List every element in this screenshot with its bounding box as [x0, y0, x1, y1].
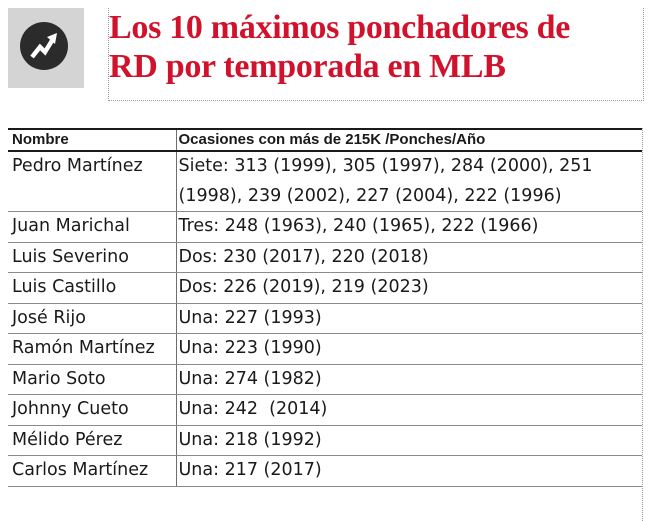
table-row: Juan Marichal Tres: 248 (1963), 240 (196…	[8, 211, 642, 243]
player-occasions: Una: 218 (1992)	[175, 425, 642, 456]
player-name: Pedro Martínez	[8, 151, 176, 212]
player-occasions: Una: 227 (1993)	[175, 303, 642, 334]
table-header-row: Nombre Ocasiones con más de 215K /Ponche…	[8, 128, 642, 152]
logo-badge	[8, 8, 84, 88]
table-row: Luis Severino Dos: 230 (2017), 220 (2018…	[8, 242, 642, 273]
player-name: Mélido Pérez	[8, 425, 176, 456]
table-row: Pedro Martínez Siete: 313 (1999), 305 (1…	[8, 151, 642, 212]
player-occasions: Tres: 248 (1963), 240 (1965), 222 (1966)	[175, 211, 642, 243]
table-row: Johnny Cueto Una: 242 (2014)	[8, 394, 642, 426]
player-name: Luis Castillo	[8, 272, 176, 304]
table-row: Luis Castillo Dos: 226 (2019), 219 (2023…	[8, 272, 642, 304]
player-occasions: Dos: 226 (2019), 219 (2023)	[175, 272, 642, 304]
player-occasions: Una: 223 (1990)	[175, 333, 642, 365]
table-row: Ramón Martínez Una: 223 (1990)	[8, 333, 642, 365]
strikeout-table: Nombre Ocasiones con más de 215K /Ponche…	[8, 128, 642, 487]
logo-circle	[20, 22, 68, 70]
player-occasions: Una: 274 (1982)	[175, 364, 642, 395]
player-name: Juan Marichal	[8, 211, 176, 243]
title-box: Los 10 máximos ponchadores de RD por tem…	[108, 8, 644, 101]
column-header-name: Nombre	[8, 128, 176, 152]
player-occasions: Una: 217 (2017)	[175, 455, 642, 487]
table-row: Carlos Martínez Una: 217 (2017)	[8, 455, 642, 487]
player-name: Carlos Martínez	[8, 455, 176, 487]
player-name: Johnny Cueto	[8, 394, 176, 426]
page-title: Los 10 máximos ponchadores de RD por tem…	[109, 8, 570, 86]
title-line-1: Los 10 máximos ponchadores de	[109, 9, 571, 46]
player-name: Ramón Martínez	[8, 333, 176, 365]
player-name: Mario Soto	[8, 364, 176, 395]
table-row: Mario Soto Una: 274 (1982)	[8, 364, 642, 395]
table-frame: Nombre Ocasiones con más de 215K /Ponche…	[8, 128, 643, 521]
title-line-2: RD por temporada en MLB	[109, 48, 506, 85]
player-name: Luis Severino	[8, 242, 176, 273]
trend-arrow-icon	[30, 33, 57, 59]
player-occasions: Dos: 230 (2017), 220 (2018)	[175, 242, 642, 273]
table-row: Mélido Pérez Una: 218 (1992)	[8, 425, 642, 456]
player-occasions: Siete: 313 (1999), 305 (1997), 284 (2000…	[175, 151, 642, 212]
player-occasions: Una: 242 (2014)	[175, 394, 642, 426]
column-header-occasions: Ocasiones con más de 215K /Ponches/Año	[175, 128, 642, 152]
table-row: José Rijo Una: 227 (1993)	[8, 303, 642, 334]
player-name: José Rijo	[8, 303, 176, 334]
